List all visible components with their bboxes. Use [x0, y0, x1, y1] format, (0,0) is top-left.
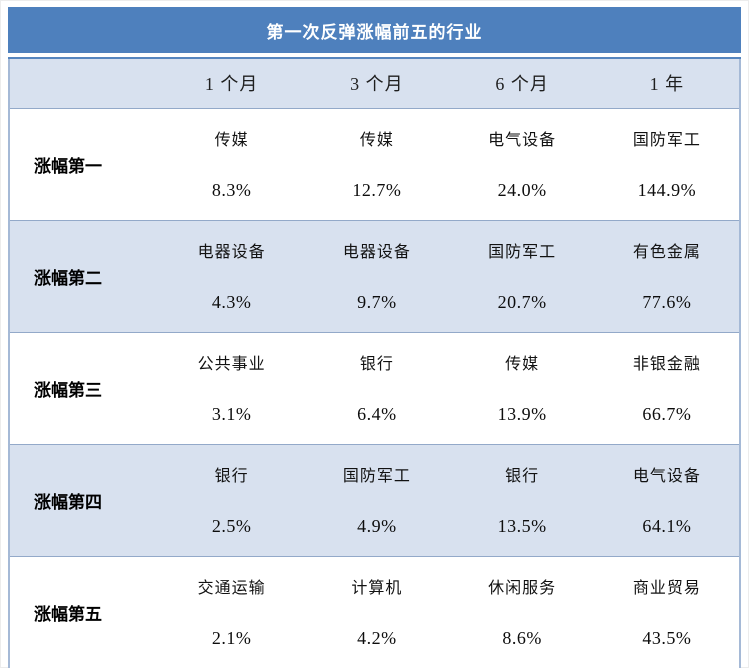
pct-value: 8.3% — [211, 179, 252, 200]
cell-rank2-6month: 国防军工 20.7% — [450, 220, 595, 332]
pct-value: 3.1% — [211, 403, 252, 424]
industry-name: 国防军工 — [632, 129, 701, 149]
cell-rank1-1month: 传媒 8.3% — [159, 108, 304, 220]
pct-value: 8.6% — [502, 627, 542, 648]
pct-value: 13.5% — [497, 515, 547, 536]
cell-rank1-6month: 电气设备 24.0% — [450, 108, 595, 220]
pct-value: 9.7% — [357, 291, 397, 312]
cell-rank5-1year: 商业贸易 43.5% — [595, 556, 740, 668]
industry-name: 电气设备 — [488, 129, 557, 149]
pct-value: 43.5% — [642, 627, 692, 648]
col-header-1year: 1 年 — [649, 74, 685, 95]
pct-value: 4.9% — [357, 515, 397, 536]
industry-name: 传媒 — [505, 353, 540, 373]
industry-name: 电器设备 — [197, 241, 266, 261]
pct-value: 6.4% — [357, 403, 397, 424]
cell-rank2-3month: 电器设备 9.7% — [304, 220, 449, 332]
industry-name: 公共事业 — [197, 353, 266, 373]
industry-name: 国防军工 — [342, 465, 411, 485]
cell-rank4-3month: 国防军工 4.9% — [304, 444, 449, 556]
table-row-rank5: 涨幅第五 交通运输 2.1% 计算机 4.2% — [9, 556, 740, 668]
row-label-rank4: 涨幅第四 — [34, 492, 102, 513]
table-row-rank4: 涨幅第四 银行 2.5% 国防军工 4.9% — [9, 444, 740, 556]
cell-rank4-6month: 银行 13.5% — [450, 444, 595, 556]
pct-value: 77.6% — [642, 291, 692, 312]
pct-value: 24.0% — [497, 179, 547, 200]
corner-cell — [9, 58, 159, 108]
table-row-rank2: 涨幅第二 电器设备 4.3% 电器设备 9.7% — [9, 220, 740, 332]
row-label-rank1: 涨幅第一 — [34, 156, 102, 177]
cell-rank5-3month: 计算机 4.2% — [304, 556, 449, 668]
industry-name: 银行 — [214, 465, 249, 485]
row-label-rank2: 涨幅第二 — [34, 268, 102, 289]
industry-name: 国防军工 — [488, 241, 557, 261]
industry-name: 银行 — [505, 465, 540, 485]
cell-rank3-3month: 银行 6.4% — [304, 332, 449, 444]
pct-value: 4.3% — [211, 291, 252, 312]
cell-rank4-1year: 电气设备 64.1% — [595, 444, 740, 556]
industry-name: 银行 — [359, 353, 394, 373]
industry-name: 非银金融 — [632, 353, 701, 373]
industry-name: 电器设备 — [342, 241, 411, 261]
industry-name: 计算机 — [351, 577, 403, 597]
industry-rank-table-card: 第一次反弹涨幅前五的行业 1 个月 3 个月 6 个月 1 年 涨幅第一 — [8, 7, 741, 668]
cell-rank4-1month: 银行 2.5% — [159, 444, 304, 556]
cell-rank5-6month: 休闲服务 8.6% — [450, 556, 595, 668]
table-row-rank3: 涨幅第三 公共事业 3.1% 银行 6.4% — [9, 332, 740, 444]
industry-name: 有色金属 — [632, 241, 701, 261]
cell-rank3-6month: 传媒 13.9% — [450, 332, 595, 444]
industry-name: 电气设备 — [632, 465, 701, 485]
table-title: 第一次反弹涨幅前五的行业 — [266, 22, 483, 43]
cell-rank5-1month: 交通运输 2.1% — [159, 556, 304, 668]
cell-rank3-1year: 非银金融 66.7% — [595, 332, 740, 444]
pct-value: 2.1% — [211, 627, 252, 648]
table-row-rank1: 涨幅第一 传媒 8.3% 传媒 12.7% — [9, 108, 740, 220]
industry-name: 传媒 — [214, 129, 249, 149]
column-header-row: 1 个月 3 个月 6 个月 1 年 — [9, 58, 740, 108]
pct-value: 13.9% — [497, 403, 547, 424]
title-divider-gap — [8, 53, 741, 57]
industry-rank-table: 1 个月 3 个月 6 个月 1 年 涨幅第一 传媒 8.3% — [8, 57, 741, 668]
pct-value: 4.2% — [357, 627, 397, 648]
pct-value: 144.9% — [637, 179, 697, 200]
cell-rank2-1month: 电器设备 4.3% — [159, 220, 304, 332]
industry-name: 交通运输 — [197, 577, 266, 597]
cell-rank3-1month: 公共事业 3.1% — [159, 332, 304, 444]
col-header-1month: 1 个月 — [204, 74, 259, 95]
pct-value: 12.7% — [352, 179, 402, 200]
cell-rank2-1year: 有色金属 77.6% — [595, 220, 740, 332]
col-header-3month: 3 个月 — [350, 74, 404, 95]
table-title-bar: 第一次反弹涨幅前五的行业 — [8, 7, 741, 53]
cell-rank1-1year: 国防军工 144.9% — [595, 108, 740, 220]
cell-rank1-3month: 传媒 12.7% — [304, 108, 449, 220]
industry-name: 传媒 — [359, 129, 394, 149]
pct-value: 66.7% — [642, 403, 692, 424]
industry-name: 商业贸易 — [632, 577, 701, 597]
pct-value: 2.5% — [211, 515, 252, 536]
row-label-rank3: 涨幅第三 — [34, 380, 102, 401]
col-header-6month: 6 个月 — [495, 74, 549, 95]
row-label-rank5: 涨幅第五 — [34, 604, 102, 625]
pct-value: 20.7% — [497, 291, 547, 312]
pct-value: 64.1% — [642, 515, 692, 536]
industry-name: 休闲服务 — [488, 577, 557, 597]
